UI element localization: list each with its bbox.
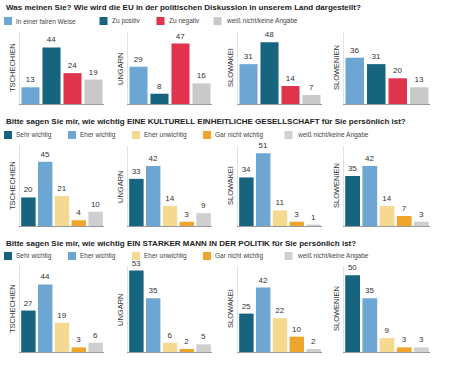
svg-text:4: 4 [76, 208, 81, 217]
svg-text:53: 53 [132, 259, 141, 268]
svg-text:35: 35 [148, 286, 157, 295]
svg-text:19: 19 [57, 311, 66, 320]
svg-text:31: 31 [372, 52, 381, 61]
svg-text:35: 35 [348, 164, 357, 173]
svg-text:16: 16 [197, 71, 206, 80]
svg-text:Eher wichtig: Eher wichtig [80, 252, 116, 260]
svg-text:weiß nicht/keine Angabe: weiß nicht/keine Angabe [226, 17, 298, 25]
svg-text:36: 36 [350, 46, 359, 55]
svg-text:Eher unwichtig: Eher unwichtig [144, 252, 187, 260]
svg-text:5: 5 [201, 332, 206, 341]
svg-text:27: 27 [24, 299, 33, 308]
svg-text:35: 35 [365, 286, 374, 295]
svg-text:1: 1 [311, 213, 316, 222]
svg-text:Gar nicht wichtig: Gar nicht wichtig [215, 252, 263, 260]
svg-text:SLOWAKEI: SLOWAKEI [226, 166, 235, 205]
svg-text:21: 21 [57, 184, 66, 193]
svg-text:2: 2 [184, 337, 189, 346]
svg-text:19: 19 [89, 68, 98, 77]
svg-text:7: 7 [402, 204, 407, 213]
svg-text:SLOWAKEI: SLOWAKEI [226, 289, 235, 328]
svg-text:SLOWENIEN: SLOWENIEN [332, 45, 341, 90]
svg-text:In einer fairen Weise: In einer fairen Weise [16, 18, 76, 25]
svg-text:14: 14 [286, 74, 295, 83]
svg-text:3: 3 [184, 210, 189, 219]
svg-text:48: 48 [265, 30, 274, 39]
svg-text:TSCHECHIEN: TSCHECHIEN [8, 284, 17, 333]
svg-text:29: 29 [134, 55, 143, 64]
svg-text:3: 3 [419, 335, 424, 344]
svg-text:6: 6 [93, 331, 98, 340]
svg-text:Bitte sagen Sie mir, wie wicht: Bitte sagen Sie mir, wie wichtig EINE KU… [6, 117, 406, 126]
svg-text:11: 11 [276, 198, 285, 207]
svg-text:42: 42 [258, 276, 267, 285]
svg-text:TSCHECHIEN: TSCHECHIEN [8, 161, 17, 210]
svg-text:20: 20 [24, 185, 33, 194]
svg-text:25: 25 [242, 302, 251, 311]
svg-text:SLOWENIEN: SLOWENIEN [332, 286, 341, 331]
svg-text:UNGARN: UNGARN [116, 293, 125, 326]
svg-text:Eher wichtig: Eher wichtig [80, 131, 116, 139]
svg-text:Sehr wichtig: Sehr wichtig [16, 252, 52, 260]
svg-text:7: 7 [309, 83, 314, 92]
svg-text:Sehr wichtig: Sehr wichtig [16, 131, 52, 139]
svg-text:3: 3 [402, 335, 407, 344]
svg-text:10: 10 [292, 325, 301, 334]
svg-text:42: 42 [365, 154, 374, 163]
svg-text:weiß nicht/keine Angabe: weiß nicht/keine Angabe [297, 252, 369, 260]
svg-text:22: 22 [275, 306, 284, 315]
svg-text:13: 13 [26, 75, 35, 84]
svg-text:3: 3 [76, 335, 81, 344]
svg-text:44: 44 [40, 272, 49, 281]
svg-text:2: 2 [311, 337, 316, 346]
svg-text:51: 51 [258, 141, 267, 150]
svg-text:Zu negativ: Zu negativ [169, 17, 200, 25]
svg-text:20: 20 [393, 66, 402, 75]
svg-text:TSCHECHIEN: TSCHECHIEN [8, 43, 17, 92]
svg-text:45: 45 [40, 150, 49, 159]
svg-text:47: 47 [176, 32, 185, 41]
svg-text:31: 31 [244, 52, 253, 61]
svg-text:33: 33 [132, 167, 141, 176]
svg-text:UNGARN: UNGARN [116, 52, 125, 85]
svg-text:9: 9 [385, 326, 390, 335]
svg-text:weiß nicht/keine Angabe: weiß nicht/keine Angabe [297, 131, 369, 139]
svg-text:13: 13 [415, 75, 424, 84]
svg-text:Was meinen Sie? Wie wird die E: Was meinen Sie? Wie wird die EU in der p… [6, 3, 361, 12]
svg-text:Eher unwichtig: Eher unwichtig [144, 131, 187, 139]
svg-text:8: 8 [157, 82, 162, 91]
svg-text:6: 6 [168, 331, 173, 340]
svg-text:10: 10 [91, 200, 100, 209]
svg-text:9: 9 [201, 201, 206, 210]
svg-text:44: 44 [47, 35, 56, 44]
svg-text:42: 42 [148, 154, 157, 163]
svg-text:3: 3 [419, 210, 424, 219]
svg-text:14: 14 [165, 194, 174, 203]
svg-text:UNGARN: UNGARN [116, 170, 125, 203]
svg-text:Bitte sagen Sie mir, wie wicht: Bitte sagen Sie mir, wie wichtig EIN STA… [6, 239, 356, 248]
svg-text:Gar nicht wichtig: Gar nicht wichtig [215, 131, 263, 139]
svg-text:24: 24 [68, 61, 77, 70]
svg-text:14: 14 [382, 194, 391, 203]
svg-text:34: 34 [242, 165, 251, 174]
svg-text:SLOWENIEN: SLOWENIEN [332, 163, 341, 208]
svg-text:3: 3 [294, 210, 299, 219]
svg-text:50: 50 [348, 263, 357, 272]
svg-text:SLOWAKEI: SLOWAKEI [226, 48, 235, 87]
svg-text:Zu positiv: Zu positiv [112, 17, 141, 25]
